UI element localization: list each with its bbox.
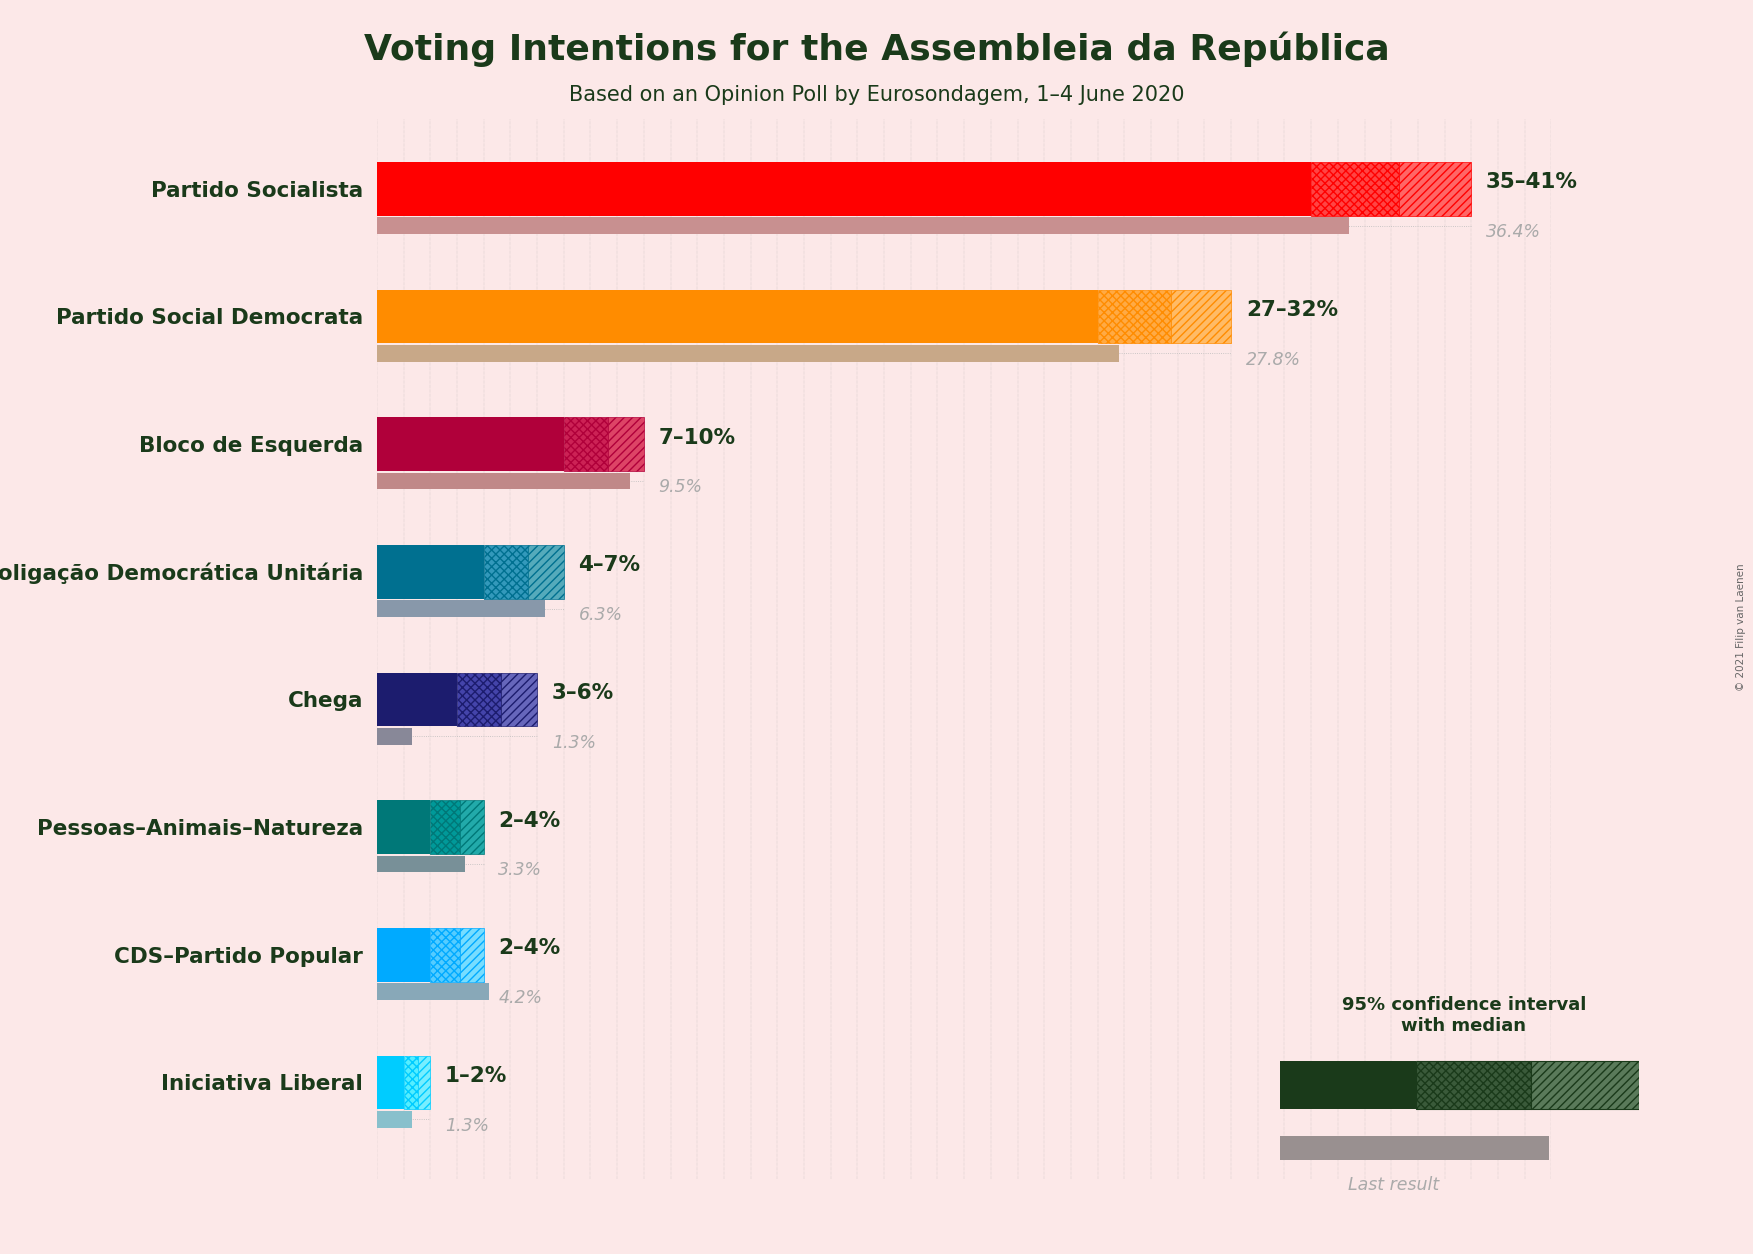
Text: 1–2%: 1–2% xyxy=(445,1066,507,1086)
Text: 4.2%: 4.2% xyxy=(498,989,542,1007)
Bar xyxy=(1280,1061,1416,1109)
Text: 3–6%: 3–6% xyxy=(552,683,614,703)
Bar xyxy=(1171,290,1231,344)
Bar xyxy=(377,855,465,873)
Text: 27.8%: 27.8% xyxy=(1246,351,1301,369)
Bar xyxy=(377,800,429,854)
Bar xyxy=(608,418,643,470)
Text: © 2021 Filip van Laenen: © 2021 Filip van Laenen xyxy=(1735,563,1746,691)
Text: 36.4%: 36.4% xyxy=(1487,223,1541,241)
Bar xyxy=(377,928,429,982)
Bar xyxy=(377,162,1311,216)
Text: 27–32%: 27–32% xyxy=(1246,300,1338,320)
Bar xyxy=(1280,1136,1550,1160)
Bar xyxy=(1416,1061,1532,1109)
Bar xyxy=(377,601,545,617)
Text: 35–41%: 35–41% xyxy=(1487,172,1578,192)
Bar xyxy=(458,672,501,726)
Bar xyxy=(484,545,528,598)
Bar xyxy=(377,418,564,470)
Text: 95% confidence interval
with median: 95% confidence interval with median xyxy=(1341,996,1586,1035)
Text: Last result: Last result xyxy=(1348,1176,1439,1194)
Bar xyxy=(377,1111,412,1127)
Bar xyxy=(377,290,1097,344)
Text: 2–4%: 2–4% xyxy=(498,810,561,830)
Bar xyxy=(1311,162,1399,216)
Bar xyxy=(429,928,459,982)
Text: 2–4%: 2–4% xyxy=(498,938,561,958)
Text: 6.3%: 6.3% xyxy=(578,606,622,624)
Bar xyxy=(377,545,484,598)
Bar xyxy=(377,983,489,999)
Bar xyxy=(564,418,608,470)
Bar xyxy=(1532,1061,1639,1109)
Bar xyxy=(377,345,1118,361)
Bar xyxy=(403,1056,419,1110)
Bar xyxy=(377,729,412,745)
Bar xyxy=(1097,290,1171,344)
Bar xyxy=(377,217,1348,234)
Bar xyxy=(377,1056,403,1110)
Bar xyxy=(459,800,484,854)
Bar xyxy=(377,672,458,726)
Bar xyxy=(419,1056,429,1110)
Bar xyxy=(1399,162,1471,216)
Text: 4–7%: 4–7% xyxy=(578,556,640,576)
Text: 1.3%: 1.3% xyxy=(445,1117,489,1135)
Bar xyxy=(528,545,564,598)
Text: Voting Intentions for the Assembleia da República: Voting Intentions for the Assembleia da … xyxy=(363,31,1390,66)
Text: 3.3%: 3.3% xyxy=(498,861,542,879)
Text: 1.3%: 1.3% xyxy=(552,734,596,752)
Text: Based on an Opinion Poll by Eurosondagem, 1–4 June 2020: Based on an Opinion Poll by Eurosondagem… xyxy=(568,85,1185,105)
Bar xyxy=(501,672,536,726)
Bar xyxy=(429,800,459,854)
Text: 7–10%: 7–10% xyxy=(659,428,736,448)
Bar xyxy=(377,473,631,489)
Text: 9.5%: 9.5% xyxy=(659,479,703,497)
Bar xyxy=(459,928,484,982)
